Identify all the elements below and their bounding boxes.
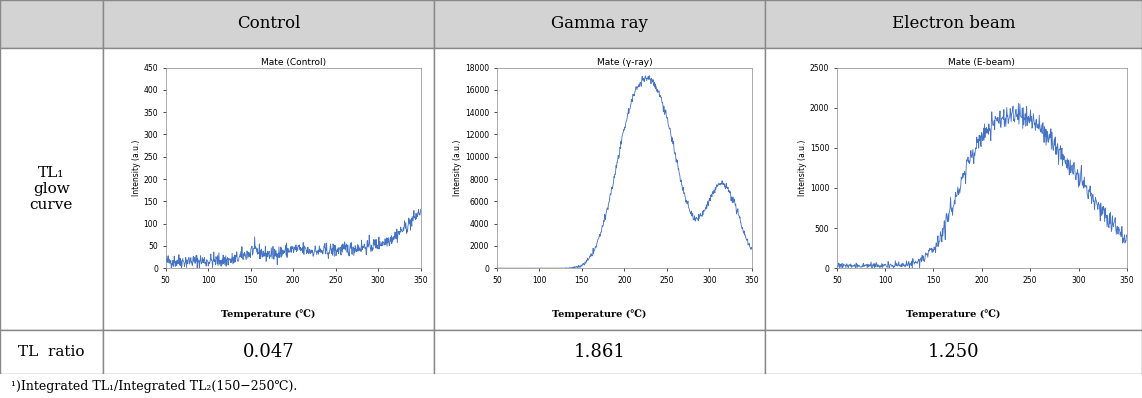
Text: Temperature (℃): Temperature (℃) [553, 309, 646, 319]
Text: TL  ratio: TL ratio [18, 345, 85, 359]
Text: ¹)Integrated TL₁/Integrated TL₂(150−250℃).: ¹)Integrated TL₁/Integrated TL₂(150−250℃… [11, 380, 298, 392]
Text: Electron beam: Electron beam [892, 16, 1015, 32]
Text: Temperature (℃): Temperature (℃) [222, 309, 315, 319]
Y-axis label: Intensity (a.u.): Intensity (a.u.) [798, 140, 807, 196]
Text: Temperature (℃): Temperature (℃) [907, 309, 1000, 319]
Title: Mate (E-beam): Mate (E-beam) [948, 58, 1015, 67]
Y-axis label: Intensity (a.u.): Intensity (a.u.) [453, 140, 463, 196]
Text: 1.250: 1.250 [927, 343, 980, 361]
Text: Control: Control [236, 16, 300, 32]
Text: 1.861: 1.861 [573, 343, 626, 361]
Title: Mate (Control): Mate (Control) [260, 58, 325, 67]
Text: Gamma ray: Gamma ray [552, 16, 648, 32]
Y-axis label: Intensity (a.u.): Intensity (a.u.) [131, 140, 140, 196]
Title: Mate (γ-ray): Mate (γ-ray) [596, 58, 652, 67]
Text: 0.047: 0.047 [242, 343, 295, 361]
Text: TL₁
glow
curve: TL₁ glow curve [30, 166, 73, 212]
